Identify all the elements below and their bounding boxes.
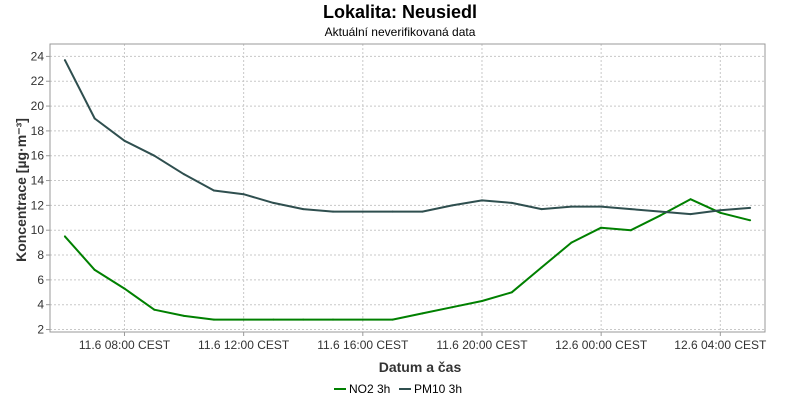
y-tick-label: 10 [31,223,45,237]
data-point [332,318,334,321]
data-point [659,214,662,217]
y-axis-label: Koncentrace [µg·m⁻³] [13,118,29,262]
data-point [183,173,186,176]
y-tick-label: 18 [31,124,45,138]
data-point [719,209,722,212]
data-point [332,210,334,213]
series-line-pm10-3h [64,59,751,216]
data-point [302,318,305,321]
data-point [689,213,692,216]
y-tick-label: 8 [37,248,44,262]
data-point [391,210,394,213]
data-point [540,208,543,211]
data-point [629,229,632,232]
data-point [242,318,245,321]
y-tick-label: 24 [31,49,45,63]
chart-subtitle: Aktuální neverifikovaná data [325,25,476,39]
legend-label: NO2 3h [349,382,390,396]
data-point [421,210,424,213]
data-point [600,226,603,229]
data-point [719,211,722,214]
data-point [481,199,483,202]
data-point [272,201,275,204]
data-point [63,235,66,238]
data-point [361,210,364,213]
plot-background [50,44,765,332]
chart-title: Lokalita: Neusiedl [323,2,477,22]
data-point [212,318,215,321]
data-point [451,204,454,207]
plot-frame [49,43,766,333]
x-tick-label: 12.6 00:00 CEST [555,338,648,352]
data-point [123,139,126,142]
data-point [93,117,96,120]
data-point [540,266,543,269]
data-point [212,189,215,192]
data-point [629,208,632,211]
y-tick-label: 14 [31,174,45,188]
x-axis-label: Datum a čas [379,359,462,375]
data-point [570,241,573,244]
data-point [689,198,692,201]
legend: NO2 3h PM10 3h [334,382,462,396]
y-tick-label: 22 [31,74,45,88]
data-point [510,201,513,204]
x-tick-label: 11.6 08:00 CEST [79,338,171,352]
data-point [361,318,364,321]
y-tick-label: 6 [37,273,44,287]
plot-area [49,43,766,333]
grid-lines [50,44,765,332]
data-point [153,154,156,157]
data-point [242,193,245,196]
y-tick-label: 16 [31,149,45,163]
series-line-no2-3h [64,198,751,321]
data-point [570,205,573,208]
data-point [600,205,603,208]
series-layer [63,59,752,321]
data-point [451,306,454,309]
data-point [510,291,513,294]
data-point [481,300,483,302]
data-point [659,210,662,213]
y-tick-label: 2 [37,323,44,337]
data-point [63,59,66,62]
data-point [153,308,156,311]
y-tick-label: 4 [37,298,44,312]
x-tick-label: 11.6 20:00 CEST [436,338,528,352]
y-tick-label: 12 [31,198,45,212]
data-point [749,219,752,222]
data-point [302,208,305,211]
x-tick-label: 12.6 04:00 CEST [674,338,767,352]
data-point [183,314,186,317]
x-tick-label: 11.6 16:00 CEST [317,338,409,352]
data-point [93,268,96,271]
data-point [391,318,394,321]
data-point [272,318,275,321]
y-tick-label: 20 [31,99,45,113]
x-tick-label: 11.6 12:00 CEST [198,338,290,352]
data-point [123,287,126,290]
x-axis: 11.6 08:00 CEST 11.6 12:00 CEST 11.6 16:00… [79,332,767,352]
data-point [421,312,424,315]
data-point [749,206,752,209]
legend-label: PM10 3h [414,382,462,396]
